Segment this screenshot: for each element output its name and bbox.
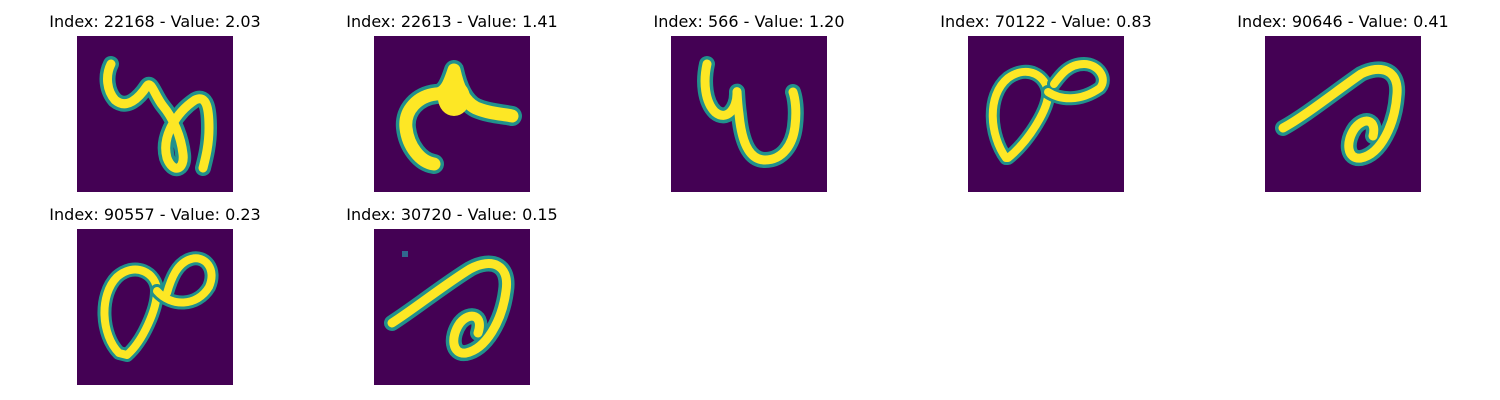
panel-title: Index: 22168 - Value: 2.03 <box>25 12 285 32</box>
digit-image <box>1265 36 1421 192</box>
panel-title: Index: 90557 - Value: 0.23 <box>25 205 285 225</box>
digit-hook-image <box>374 36 530 192</box>
panel-title: Index: 22613 - Value: 1.41 <box>322 12 582 32</box>
digit-image <box>671 36 827 192</box>
digit-a-loop-image <box>1265 36 1421 192</box>
digit-4-loop-image <box>671 36 827 192</box>
panel-title: Index: 70122 - Value: 0.83 <box>916 12 1176 32</box>
noise-pixel <box>402 251 408 257</box>
digit-a-loop-image <box>374 229 530 385</box>
digit-image <box>77 36 233 192</box>
panel-title: Index: 566 - Value: 1.20 <box>619 12 879 32</box>
panel-title: Index: 90646 - Value: 0.41 <box>1213 12 1473 32</box>
digit-image <box>374 229 530 385</box>
panel-title: Index: 30720 - Value: 0.15 <box>322 205 582 225</box>
digit-image <box>968 36 1124 192</box>
digit-image <box>374 36 530 192</box>
digit-8-loop-image <box>77 229 233 385</box>
digit-4-loop-image <box>77 36 233 192</box>
digit-8-loop-image <box>968 36 1124 192</box>
digit-image <box>77 229 233 385</box>
